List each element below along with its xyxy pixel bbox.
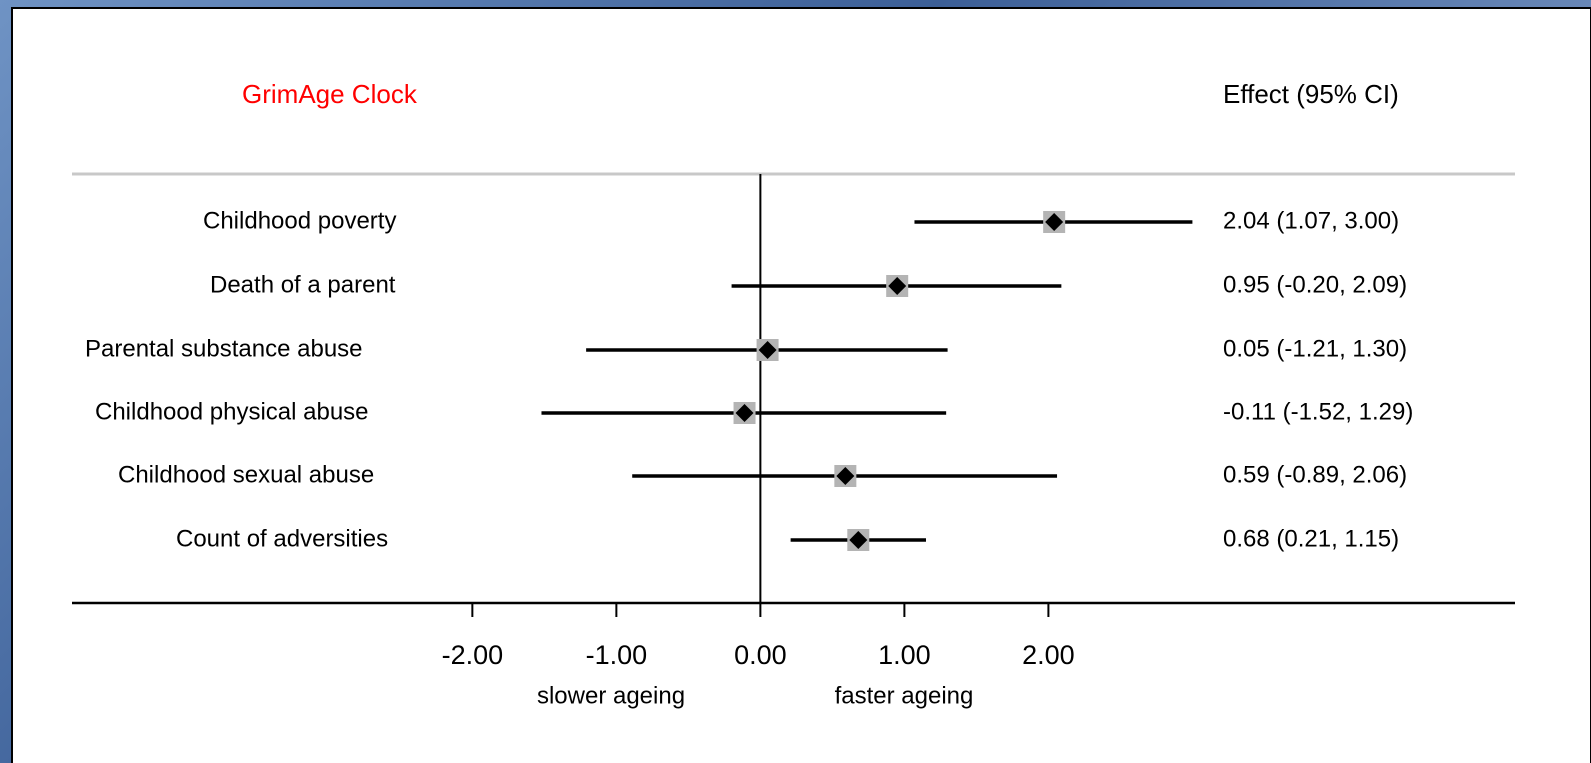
x-tick-label: -1.00 — [586, 640, 648, 670]
estimate-marker — [735, 404, 754, 422]
panel — [11, 7, 1591, 763]
x-note: slower ageing — [537, 682, 685, 709]
estimate-marker — [758, 341, 777, 359]
row-label: Childhood sexual abuse — [118, 461, 374, 488]
x-tick-label: 2.00 — [1022, 640, 1075, 670]
value-label: 2.04 (1.07, 3.00) — [1223, 207, 1399, 234]
estimate-marker — [836, 467, 855, 485]
estimate-marker — [1045, 213, 1064, 231]
row-label: Childhood physical abuse — [95, 398, 369, 425]
x-tick-label: -2.00 — [442, 640, 504, 670]
value-label: -0.11 (-1.52, 1.29) — [1223, 398, 1413, 425]
x-tick-label: 0.00 — [734, 640, 787, 670]
value-label: 0.05 (-1.21, 1.30) — [1223, 335, 1407, 362]
row-label: Count of adversities — [176, 525, 388, 552]
row-label: Childhood poverty — [203, 207, 396, 234]
row-label: Parental substance abuse — [85, 335, 363, 362]
value-label: 0.59 (-0.89, 2.06) — [1223, 461, 1407, 488]
value-label: 0.68 (0.21, 1.15) — [1223, 525, 1399, 552]
row-label: Death of a parent — [210, 271, 396, 298]
column-header: Effect (95% CI) — [1223, 79, 1399, 109]
chart-title: GrimAge Clock — [242, 79, 418, 109]
value-label: 0.95 (-0.20, 2.09) — [1223, 271, 1407, 298]
estimate-marker — [888, 277, 907, 295]
x-note: faster ageing — [835, 682, 974, 709]
x-tick-label: 1.00 — [878, 640, 931, 670]
estimate-marker — [849, 531, 868, 549]
